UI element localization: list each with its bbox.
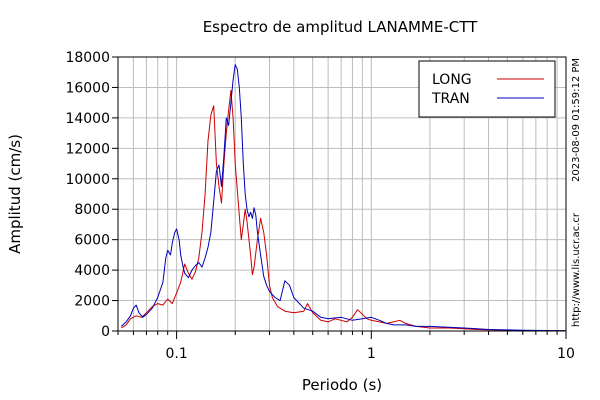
y-tick-label: 8000 [74,202,110,218]
series-line-tran [120,64,567,332]
series-line-long [121,90,567,332]
x-axis-label: Periodo (s) [302,376,382,394]
legend: LONG TRAN [418,60,556,118]
axis-tick-labels: 0 2000 4000 6000 8000 10000 12000 14000 16000 180… [65,50,574,362]
url-annotation: http://www.lis.ucr.ac.cr [571,212,582,327]
legend-box [418,60,556,118]
legend-label-long: LONG [432,72,472,88]
y-tick-label: 0 [101,324,110,340]
y-axis-label: Amplitud (cm/s) [6,134,24,254]
grid-lines [118,57,566,331]
y-tick-label: 16000 [65,80,110,96]
y-tick-label: 10000 [65,172,110,188]
plot-area [117,56,567,332]
y-tick-label: 18000 [65,50,110,66]
chart-title: Espectro de amplitud LANAMME-CTT [203,18,478,36]
x-tick-label: 10 [557,346,575,362]
y-tick-label: 2000 [74,294,110,310]
series-layer [120,64,567,332]
y-tick-label: 14000 [65,111,110,127]
y-tick-label: 12000 [65,141,110,157]
legend-label-tran: TRAN [431,91,470,107]
x-tick-label: 0.1 [165,346,187,362]
x-tick-label: 1 [367,346,376,362]
y-tick-label: 6000 [74,233,110,249]
timestamp-annotation: 2023-08-09 01:59:12 PM [571,58,582,182]
axis-ticks [112,56,567,339]
y-tick-label: 4000 [74,263,110,279]
